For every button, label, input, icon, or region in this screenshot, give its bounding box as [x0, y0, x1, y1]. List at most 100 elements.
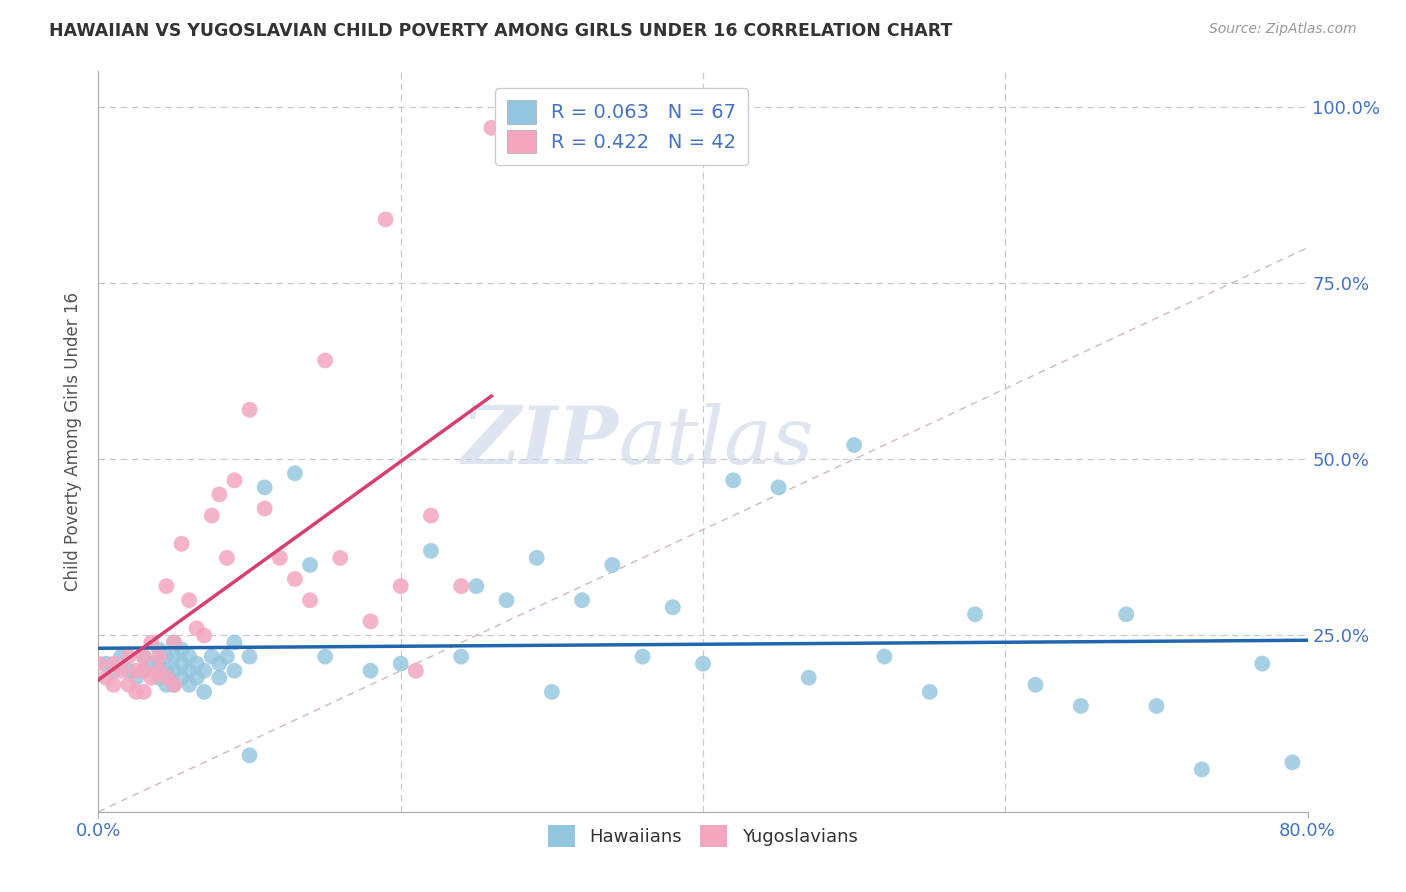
Point	[170, 537, 193, 551]
Text: Source: ZipAtlas.com: Source: ZipAtlas.com	[1209, 22, 1357, 37]
Point	[1070, 698, 1092, 713]
Point	[495, 593, 517, 607]
Point	[284, 467, 307, 481]
Point	[1191, 763, 1213, 777]
Point	[141, 635, 163, 649]
Point	[239, 649, 262, 664]
Point	[224, 473, 246, 487]
Point	[110, 649, 132, 664]
Point	[540, 685, 562, 699]
Point	[450, 649, 472, 664]
Point	[170, 642, 193, 657]
Point	[179, 664, 201, 678]
Point	[965, 607, 987, 622]
Point	[465, 579, 488, 593]
Point	[571, 593, 593, 607]
Point	[132, 649, 155, 664]
Point	[1281, 756, 1303, 770]
Point	[148, 642, 170, 657]
Point	[193, 664, 215, 678]
Point	[170, 657, 193, 671]
Point	[450, 579, 472, 593]
Point	[163, 635, 186, 649]
Point	[186, 621, 208, 635]
Point	[768, 480, 790, 494]
Point	[1144, 698, 1167, 713]
Point	[389, 657, 412, 671]
Point	[125, 664, 148, 678]
Point	[329, 550, 352, 565]
Point	[148, 649, 170, 664]
Text: atlas: atlas	[619, 403, 814, 480]
Point	[692, 657, 714, 671]
Point	[797, 671, 820, 685]
Point	[125, 685, 148, 699]
Point	[299, 593, 322, 607]
Point	[148, 657, 170, 671]
Point	[193, 628, 215, 642]
Point	[269, 550, 291, 565]
Point	[1115, 607, 1137, 622]
Point	[873, 649, 896, 664]
Point	[208, 487, 231, 501]
Point	[844, 438, 866, 452]
Point	[208, 657, 231, 671]
Point	[314, 353, 336, 368]
Point	[179, 593, 201, 607]
Point	[374, 212, 396, 227]
Point	[224, 664, 246, 678]
Point	[118, 649, 141, 664]
Point	[253, 480, 276, 494]
Point	[163, 649, 186, 664]
Point	[125, 671, 148, 685]
Point	[155, 579, 177, 593]
Point	[163, 664, 186, 678]
Point	[631, 649, 654, 664]
Point	[224, 635, 246, 649]
Point	[314, 649, 336, 664]
Point	[360, 664, 382, 678]
Point	[201, 508, 224, 523]
Point	[155, 664, 177, 678]
Point	[481, 120, 503, 135]
Point	[163, 635, 186, 649]
Point	[94, 657, 117, 671]
Point	[155, 678, 177, 692]
Point	[602, 558, 624, 572]
Point	[360, 615, 382, 629]
Point	[155, 671, 177, 685]
Text: HAWAIIAN VS YUGOSLAVIAN CHILD POVERTY AMONG GIRLS UNDER 16 CORRELATION CHART: HAWAIIAN VS YUGOSLAVIAN CHILD POVERTY AM…	[49, 22, 953, 40]
Point	[723, 473, 745, 487]
Text: ZIP: ZIP	[461, 403, 619, 480]
Point	[132, 649, 155, 664]
Point	[1024, 678, 1046, 692]
Point	[420, 508, 443, 523]
Point	[118, 678, 141, 692]
Point	[208, 671, 231, 685]
Point	[239, 748, 262, 763]
Point	[141, 671, 163, 685]
Legend: Hawaiians, Yugoslavians: Hawaiians, Yugoslavians	[541, 818, 865, 855]
Point	[201, 649, 224, 664]
Point	[132, 685, 155, 699]
Point	[94, 671, 117, 685]
Point	[103, 657, 125, 671]
Point	[179, 678, 201, 692]
Point	[284, 572, 307, 586]
Point	[118, 664, 141, 678]
Point	[103, 678, 125, 692]
Point	[163, 678, 186, 692]
Point	[103, 664, 125, 678]
Point	[132, 664, 155, 678]
Point	[132, 664, 155, 678]
Point	[110, 664, 132, 678]
Y-axis label: Child Poverty Among Girls Under 16: Child Poverty Among Girls Under 16	[65, 292, 83, 591]
Point	[389, 579, 412, 593]
Point	[405, 664, 427, 678]
Point	[163, 678, 186, 692]
Point	[148, 664, 170, 678]
Point	[87, 657, 110, 671]
Point	[193, 685, 215, 699]
Point	[179, 649, 201, 664]
Point	[186, 657, 208, 671]
